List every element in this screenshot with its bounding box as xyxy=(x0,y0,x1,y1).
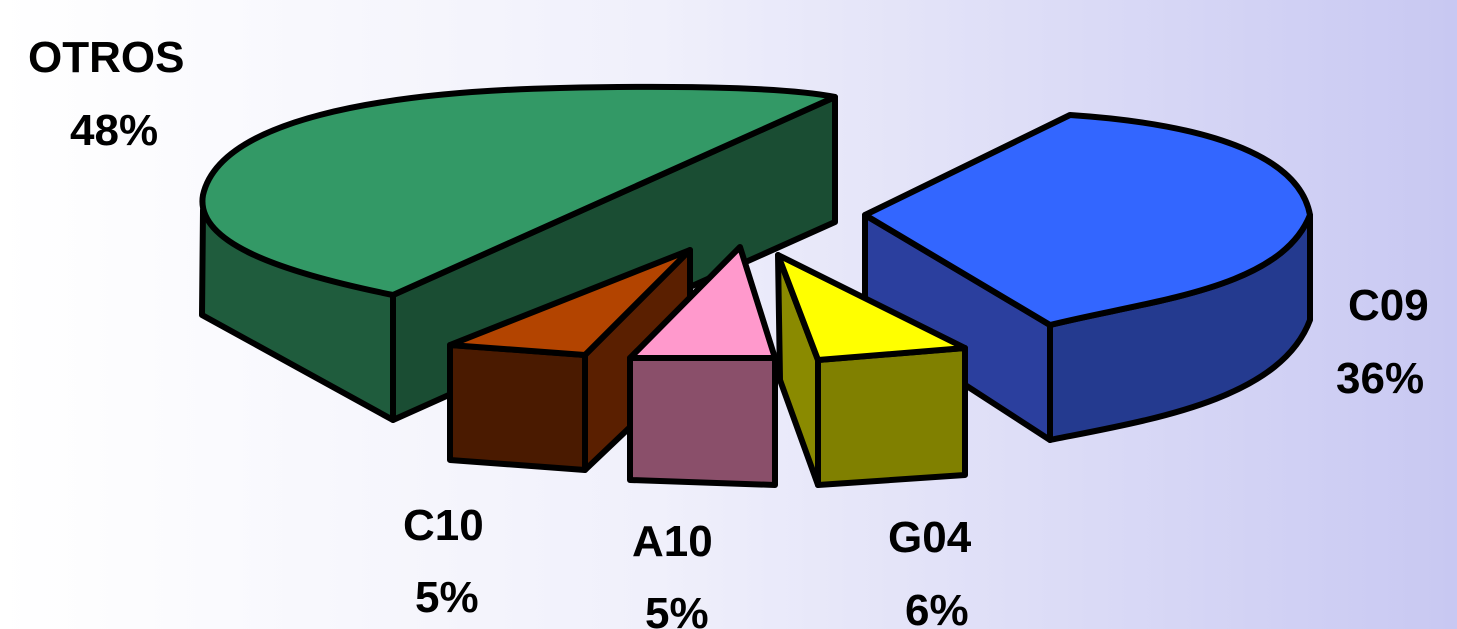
label-otros-value: 48% xyxy=(70,106,158,155)
label-otros-name: OTROS xyxy=(28,33,184,82)
slice-c10-front xyxy=(447,342,588,473)
label-g04-name: G04 xyxy=(888,513,972,562)
slice-otros-top xyxy=(199,83,838,298)
slice-c09-top xyxy=(862,112,1313,328)
slice-g04-front xyxy=(815,345,968,488)
slice-c10-top xyxy=(447,247,693,358)
label-g04-value: 6% xyxy=(905,586,969,629)
label-a10-value: 5% xyxy=(645,589,709,629)
slice-g04 xyxy=(775,252,968,488)
label-c09-name: C09 xyxy=(1348,281,1429,330)
slice-g04-top xyxy=(775,252,968,363)
slice-c09 xyxy=(862,112,1313,443)
slice-a10-front xyxy=(627,355,778,488)
label-c10-value: 5% xyxy=(415,573,479,622)
label-a10-name: A10 xyxy=(632,517,713,566)
slice-c10 xyxy=(447,247,693,473)
slice-a10 xyxy=(627,244,778,488)
label-c10-name: C10 xyxy=(403,501,484,550)
slice-a10-top xyxy=(627,244,778,361)
label-c09-value: 36% xyxy=(1336,354,1424,403)
slice-otros xyxy=(199,83,838,423)
